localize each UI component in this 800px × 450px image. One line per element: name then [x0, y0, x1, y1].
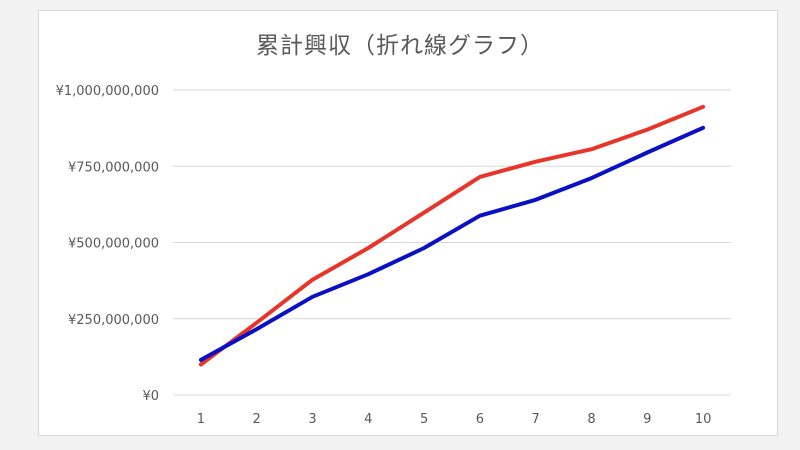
y-tick-label: ¥1,000,000,000: [56, 84, 159, 99]
series-lines: [198, 104, 706, 367]
x-tick-label: 2: [253, 412, 261, 427]
chart-title: 累計興収（折れ線グラフ）: [256, 33, 544, 59]
x-tick-label: 5: [420, 412, 428, 427]
x-tick-label: 10: [695, 412, 712, 427]
x-tick-label: 9: [643, 412, 651, 427]
y-tick-label: ¥250,000,000: [68, 313, 159, 328]
x-tick-label: 6: [476, 412, 484, 427]
series-line-2: [198, 125, 706, 362]
x-tick-label: 3: [308, 412, 316, 427]
x-tick-label: 7: [532, 412, 540, 427]
y-tick-label: ¥0: [142, 389, 159, 404]
x-tick-label: 4: [364, 412, 372, 427]
y-tick-label: ¥500,000,000: [68, 237, 159, 252]
series-line-1: [198, 104, 706, 367]
gridlines: [173, 89, 731, 396]
x-axis-tick-labels: 1 2 3 4 5 6 7 8 9 10: [197, 412, 712, 427]
x-tick-label: 8: [587, 412, 595, 427]
y-axis-tick-labels: ¥0 ¥250,000,000 ¥500,000,000 ¥750,000,000 ¥1…: [56, 84, 159, 404]
y-tick-label: ¥750,000,000: [68, 160, 159, 175]
x-tick-label: 1: [197, 412, 205, 427]
